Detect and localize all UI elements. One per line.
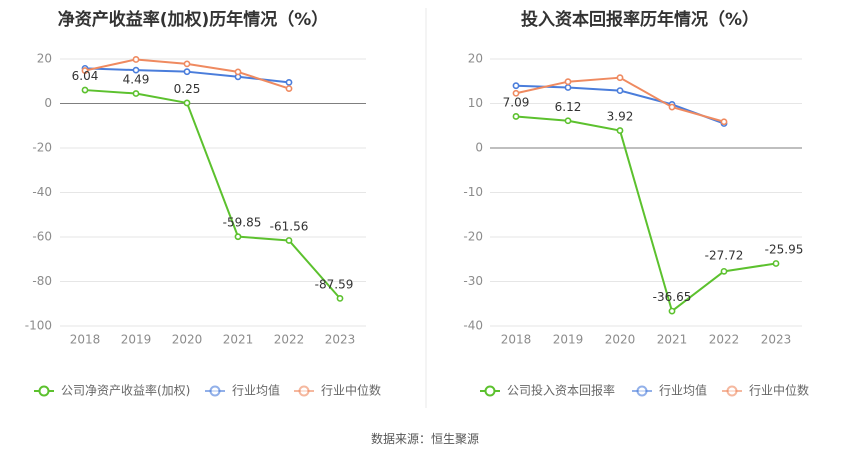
- y-tick-label: -30: [463, 274, 483, 288]
- data-point: [564, 78, 572, 86]
- x-tick-label: 2019: [553, 333, 584, 347]
- series-line: [515, 115, 777, 313]
- data-point: [616, 127, 624, 134]
- y-tick-label: 10: [468, 96, 483, 110]
- data-point: [564, 117, 572, 125]
- data-point: [772, 260, 780, 267]
- y-tick-label: -60: [32, 230, 52, 244]
- data-point: [234, 233, 242, 241]
- data-point: [132, 90, 140, 97]
- data-point: [81, 67, 89, 74]
- series-line: [84, 89, 341, 300]
- y-tick-label: 20: [37, 52, 52, 66]
- y-tick-label: -20: [32, 141, 52, 155]
- data-point: [720, 267, 728, 275]
- data-source-note: 数据来源：恒生聚源: [371, 431, 479, 446]
- data-label: -25.95: [765, 242, 804, 256]
- y-tick-label: 20: [468, 52, 483, 66]
- legend-label: 行业均值: [232, 383, 280, 398]
- y-tick-label: 0: [44, 96, 52, 110]
- legend-item: 公司投入资本回报率: [480, 383, 615, 398]
- data-point: [183, 68, 191, 76]
- x-tick-label: 2021: [657, 333, 688, 347]
- data-point: [668, 307, 676, 315]
- legend-label: 行业中位数: [749, 383, 809, 398]
- chart-title: 投入资本回报率历年情况（%）: [521, 9, 759, 30]
- data-label: -27.72: [705, 248, 744, 262]
- data-label: 6.04: [72, 69, 99, 83]
- x-tick-label: 2023: [761, 333, 792, 347]
- data-point: [285, 78, 293, 86]
- data-point: [285, 85, 293, 92]
- data-label: 0.25: [174, 82, 201, 96]
- y-tick-label: 0: [475, 141, 483, 155]
- legend-item: 行业中位数: [722, 383, 809, 398]
- data-point: [132, 56, 140, 63]
- data-point: [668, 103, 676, 111]
- legend-swatch-marker: [209, 385, 221, 397]
- y-tick-label: -100: [25, 319, 52, 333]
- data-point: [285, 237, 293, 244]
- data-point: [512, 89, 520, 97]
- data-point: [183, 60, 191, 68]
- data-label: 3.92: [607, 110, 634, 124]
- legend-swatch-marker: [298, 385, 310, 397]
- roe-chart: 净资产收益率(加权)历年情况（%） 20 0 -20 -40 -60 -80 -100 2018…: [25, 9, 381, 398]
- legend-item: 行业均值: [632, 383, 707, 398]
- data-point: [336, 294, 344, 302]
- roic-chart: 投入资本回报率历年情况（%） 20 10 0 -10 -20 -30 -40 2018 2019 2…: [463, 9, 809, 398]
- legend-item: 行业均值: [205, 383, 280, 398]
- data-point: [81, 86, 89, 94]
- x-tick-label: 2023: [325, 333, 356, 347]
- y-tick-label: -40: [32, 185, 52, 199]
- data-label: -59.85: [223, 216, 262, 230]
- x-tick-label: 2022: [274, 333, 305, 347]
- x-tick-label: 2018: [501, 333, 532, 347]
- data-label: -61.56: [270, 219, 309, 233]
- data-point: [616, 74, 624, 82]
- x-tick-label: 2022: [709, 333, 740, 347]
- legend-label: 公司投入资本回报率: [507, 383, 615, 398]
- legend-item: 行业中位数: [294, 383, 381, 398]
- data-label: 6.12: [555, 100, 582, 114]
- data-label: -87.59: [315, 277, 354, 291]
- y-tick-label: -20: [463, 230, 483, 244]
- data-label: 7.09: [503, 95, 530, 109]
- legend-swatch-marker: [38, 385, 50, 397]
- legend-label: 公司净资产收益率(加权): [61, 383, 190, 398]
- y-tick-label: -40: [463, 319, 483, 333]
- data-point: [564, 84, 572, 91]
- data-point: [512, 113, 520, 120]
- data-point: [616, 87, 624, 94]
- legend-item: 公司净资产收益率(加权): [34, 383, 190, 398]
- data-point: [132, 66, 140, 74]
- x-tick-label: 2021: [223, 333, 254, 347]
- data-label: 4.49: [123, 73, 150, 87]
- data-label: -36.65: [653, 290, 692, 304]
- legend-label: 行业中位数: [321, 383, 381, 398]
- data-point: [234, 68, 242, 76]
- x-tick-label: 2020: [172, 333, 203, 347]
- legend-swatch-marker: [636, 385, 648, 397]
- chart-title: 净资产收益率(加权)历年情况（%）: [58, 9, 329, 30]
- legend-swatch-marker: [484, 385, 496, 397]
- x-tick-label: 2019: [121, 333, 152, 347]
- data-point: [512, 82, 520, 90]
- legend-swatch-marker: [726, 385, 738, 397]
- x-tick-label: 2018: [70, 333, 101, 347]
- data-point: [183, 99, 191, 107]
- y-tick-label: -10: [463, 185, 483, 199]
- x-tick-label: 2020: [605, 333, 636, 347]
- data-point: [720, 118, 728, 126]
- y-tick-label: -80: [32, 274, 52, 288]
- legend-label: 行业均值: [659, 383, 707, 398]
